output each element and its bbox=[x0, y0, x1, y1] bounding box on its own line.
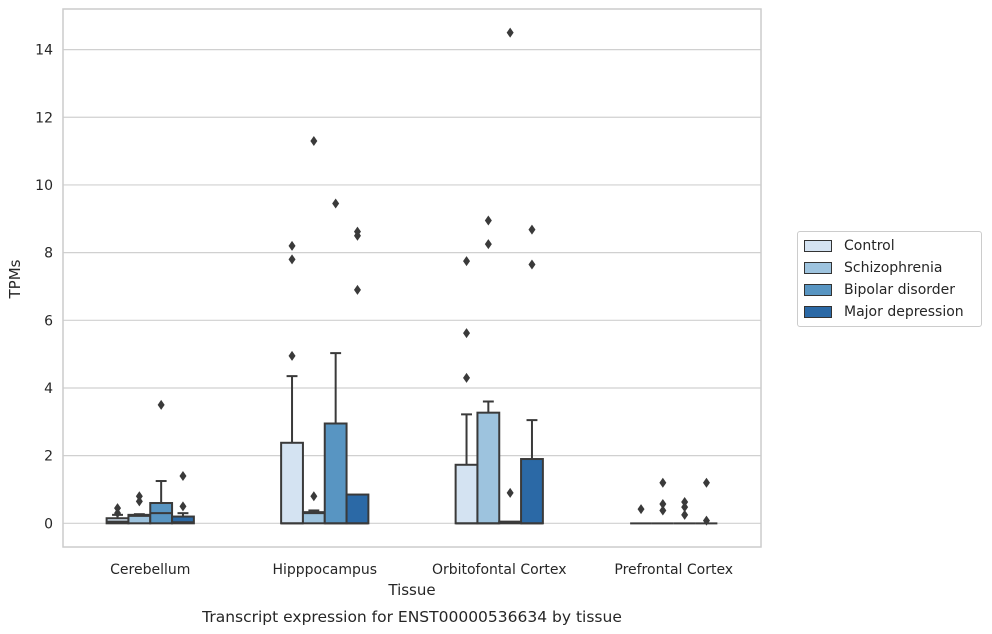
legend-label-control: Control bbox=[844, 238, 895, 254]
legend-label-schizophrenia: Schizophrenia bbox=[844, 260, 943, 276]
plot-frame bbox=[62, 8, 762, 548]
outlier-point bbox=[179, 501, 187, 512]
outlier-point bbox=[114, 503, 122, 514]
y-tick-label: 4 bbox=[44, 381, 53, 397]
outlier-point bbox=[353, 226, 361, 237]
legend-swatch-schizophrenia bbox=[804, 262, 832, 274]
outlier-point bbox=[702, 515, 710, 526]
outlier-point bbox=[659, 477, 667, 488]
y-tick-label: 10 bbox=[35, 178, 53, 194]
outlier-point bbox=[528, 224, 536, 235]
outlier-point bbox=[288, 350, 296, 361]
x-axis-label: Tissue bbox=[387, 581, 435, 599]
legend-item-control: Control bbox=[804, 236, 895, 256]
box bbox=[345, 493, 370, 525]
outlier-point bbox=[484, 215, 492, 226]
outlier-point bbox=[310, 135, 318, 146]
legend: Control Schizophrenia Bipolar disorder M… bbox=[797, 231, 982, 327]
y-tick-label: 14 bbox=[35, 43, 53, 59]
outlier-point bbox=[681, 502, 689, 513]
legend-swatch-control bbox=[804, 240, 832, 252]
outlier-point bbox=[659, 505, 667, 516]
outlier-point bbox=[484, 239, 492, 250]
box-series bbox=[105, 27, 718, 526]
series-major-depression bbox=[171, 224, 718, 526]
outlier-point bbox=[135, 496, 143, 507]
legend-swatch-bipolar-disorder bbox=[804, 284, 832, 296]
outlier-point bbox=[288, 254, 296, 265]
x-tick-label: Hipppocampus bbox=[272, 562, 377, 578]
legend-label-major-depression: Major depression bbox=[844, 304, 964, 320]
outlier-point bbox=[179, 470, 187, 481]
x-tick-labels: Cerebellum Hipppocampus Orbitofontal Corte… bbox=[110, 562, 733, 578]
y-tick-label: 12 bbox=[35, 110, 53, 126]
y-tick-labels: 0 2 4 6 8 10 12 14 bbox=[35, 43, 53, 533]
chart-title: Transcript expression for ENST0000053663… bbox=[201, 608, 622, 626]
series-control bbox=[105, 240, 652, 525]
grid-layer bbox=[63, 49, 761, 524]
box bbox=[280, 441, 304, 525]
y-tick-label: 2 bbox=[44, 449, 53, 465]
legend-swatch-major-depression bbox=[804, 306, 832, 318]
outlier-point bbox=[637, 504, 645, 515]
x-tick-label: Prefrontal Cortex bbox=[614, 562, 733, 578]
series-bipolar-disorder bbox=[149, 27, 696, 525]
legend-label-bipolar-disorder: Bipolar disorder bbox=[844, 282, 956, 298]
outlier-point bbox=[659, 499, 667, 510]
legend-item-bipolar-disorder: Bipolar disorder bbox=[804, 280, 955, 300]
box bbox=[454, 463, 479, 525]
box bbox=[323, 422, 348, 525]
x-tick-label: Orbitofontal Cortex bbox=[432, 562, 567, 578]
outlier-point bbox=[681, 496, 689, 507]
y-axis-label: TPMs bbox=[6, 259, 24, 299]
outlier-point bbox=[114, 508, 122, 519]
outlier-point bbox=[506, 487, 514, 498]
box bbox=[171, 515, 195, 525]
y-tick-label: 0 bbox=[44, 516, 53, 532]
outlier-point bbox=[353, 284, 361, 295]
outlier-point bbox=[528, 259, 536, 270]
outlier-point bbox=[506, 27, 514, 38]
outlier-point bbox=[463, 256, 471, 267]
outlier-point bbox=[288, 240, 296, 251]
outlier-point bbox=[332, 198, 340, 209]
outlier-point bbox=[463, 328, 471, 339]
outlier-point bbox=[702, 477, 710, 488]
plot-border bbox=[62, 8, 762, 548]
x-tick-label: Cerebellum bbox=[110, 562, 190, 578]
outlier-point bbox=[463, 372, 471, 383]
outlier-point bbox=[157, 399, 165, 410]
legend-item-schizophrenia: Schizophrenia bbox=[804, 258, 942, 278]
box bbox=[476, 411, 501, 525]
y-tick-label: 8 bbox=[44, 246, 53, 262]
series-schizophrenia bbox=[127, 135, 674, 525]
outlier-point bbox=[681, 509, 689, 520]
legend-item-major-depression: Major depression bbox=[804, 302, 964, 322]
outlier-point bbox=[135, 491, 143, 502]
outlier-point bbox=[310, 491, 318, 502]
box bbox=[520, 458, 544, 525]
y-tick-label: 6 bbox=[44, 313, 53, 329]
